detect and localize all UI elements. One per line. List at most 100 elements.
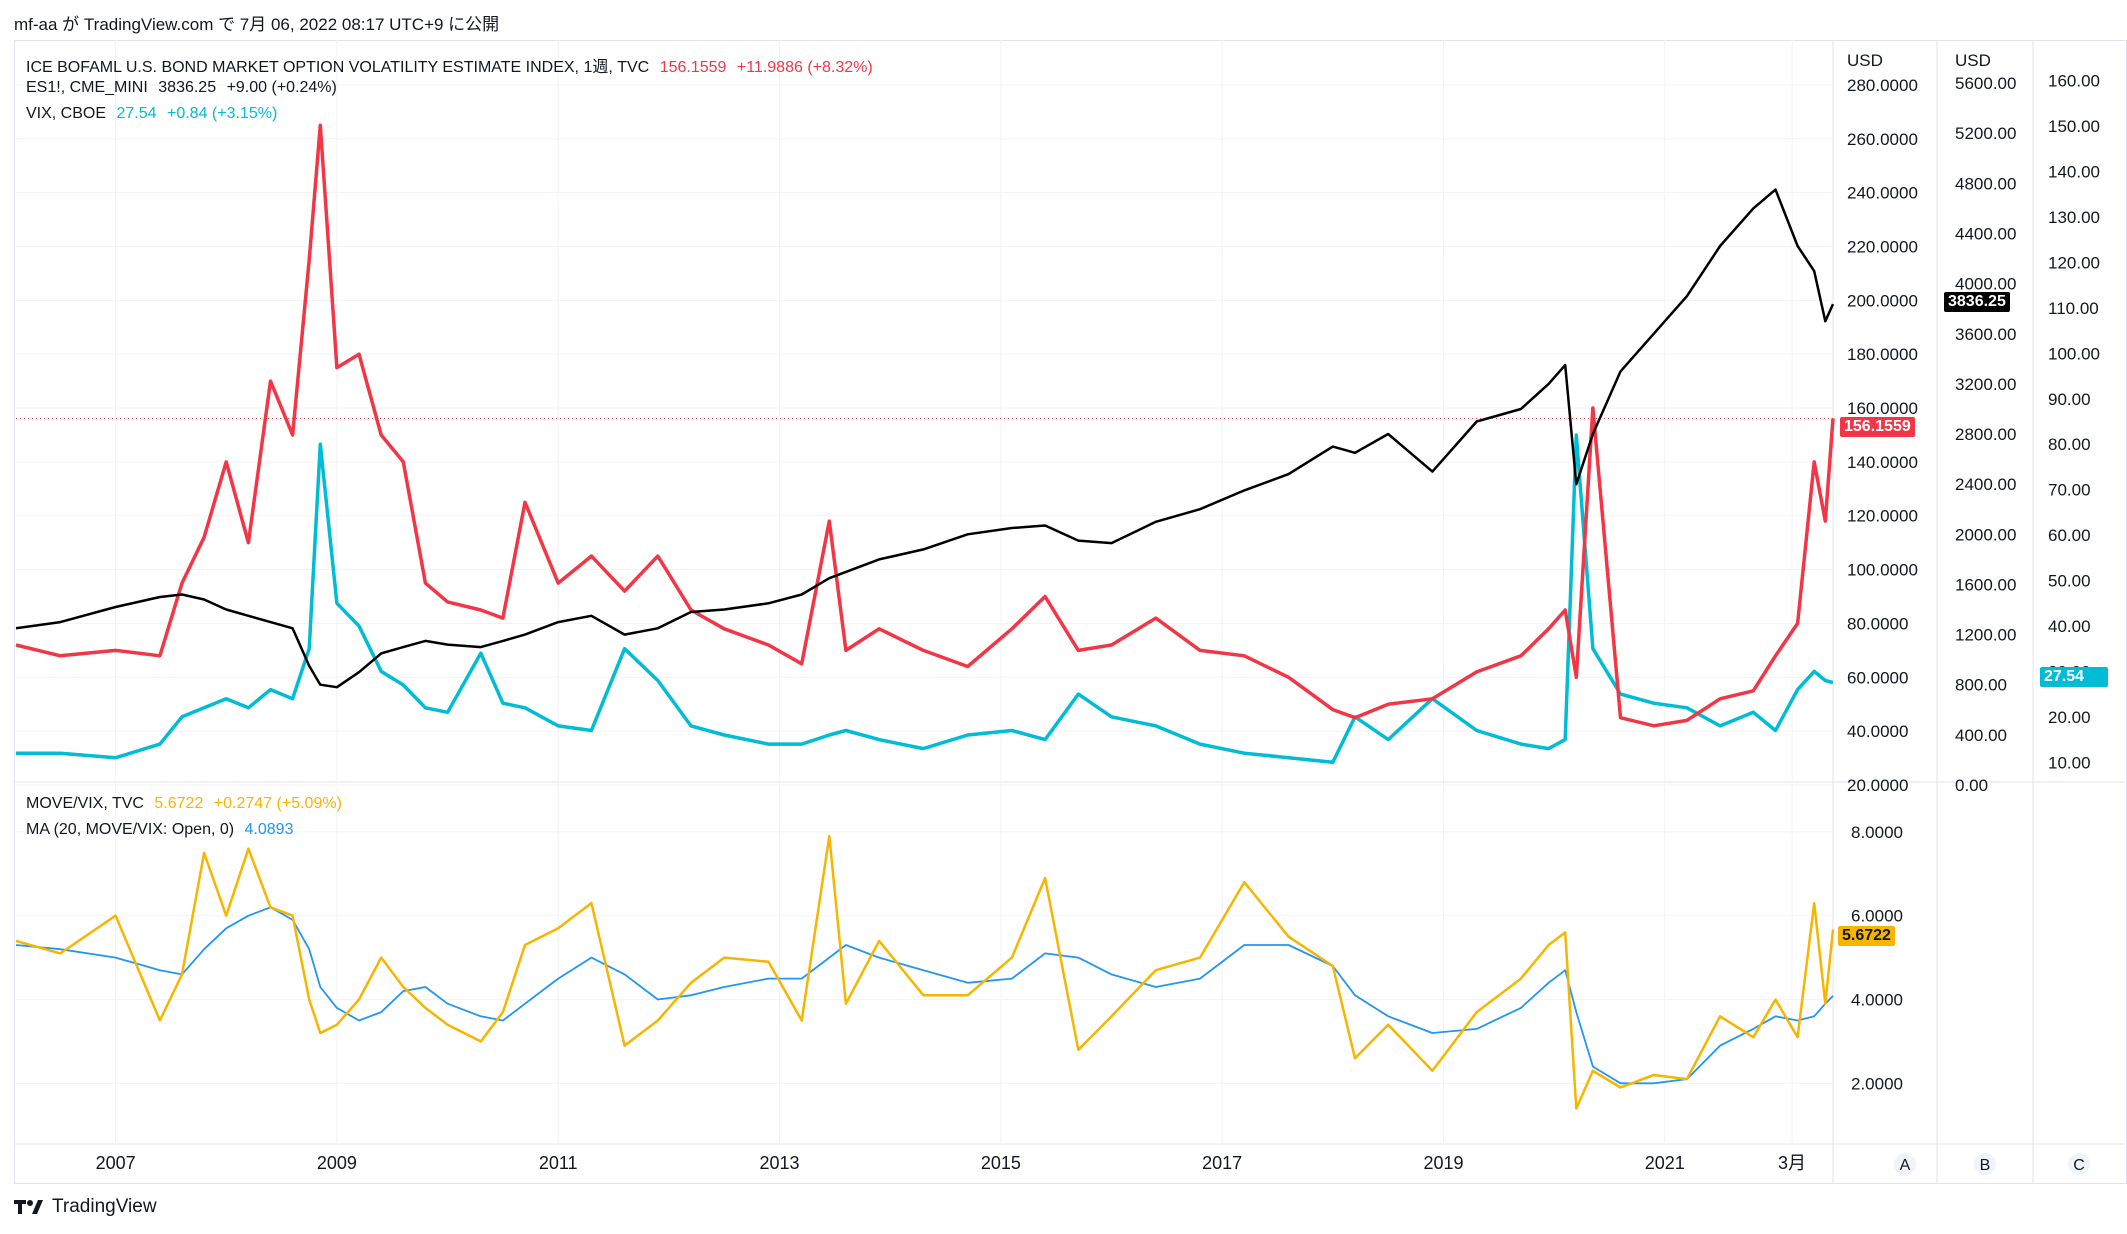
x-tick-label: 2013 [760, 1153, 800, 1173]
axis-a-tick: 220.0000 [1847, 237, 1918, 256]
axis-c-tick: 120.00 [2048, 253, 2100, 272]
move-last-tag: 156.1559 [1840, 417, 1915, 437]
axis-layer: USD 280.0000 260.0000 240.0000 220.0000 200.0… [1847, 51, 2100, 1093]
legend-move-change: +11.9886 (+8.32%) [736, 59, 873, 76]
axis-b-tick: 5200.00 [1955, 124, 2016, 143]
brand-label: TradingView [52, 1196, 157, 1217]
axis-a-tick: 80.0000 [1847, 614, 1908, 633]
x-axis: 2007 2009 2011 2013 2015 2017 2019 2021 3月 A B C [96, 1153, 2090, 1175]
legend-es-value: 3836.25 [158, 79, 217, 96]
axis-b-tick: 2400.00 [1955, 475, 2016, 494]
scale-button-bg [2068, 1153, 2090, 1175]
axis-a-tick: 140.0000 [1847, 453, 1918, 472]
scale-button-a[interactable]: A [1894, 1153, 1916, 1175]
axis-b-currency: USD [1955, 51, 1991, 70]
scale-button-label: B [1980, 1157, 1991, 1174]
legend-ratio-change: +0.2747 (+5.09%) [213, 795, 342, 812]
axis-b-tick: 4800.00 [1955, 174, 2016, 193]
vix-last-tag: 27.54 [2040, 667, 2108, 687]
axis-c-tick: 100.00 [2048, 344, 2100, 363]
legend-ratio-title: MOVE/VIX, TVC [26, 795, 144, 812]
legend-ma-value: 4.0893 [244, 821, 294, 838]
x-tick-label: 3月 [1778, 1153, 1806, 1173]
legend-ma[interactable]: MA (20, MOVE/VIX: Open, 0) 4.0893 [26, 821, 299, 839]
x-tick-label: 2017 [1202, 1153, 1242, 1173]
axis-c-tick: 90.00 [2048, 390, 2091, 409]
axis-a-tick: 100.0000 [1847, 561, 1918, 580]
x-tick-label: 2019 [1423, 1153, 1463, 1173]
legend-vix-title: VIX, CBOE [26, 105, 107, 122]
axis-c-tick: 10.00 [2048, 753, 2091, 772]
legend-ratio[interactable]: MOVE/VIX, TVC 5.6722 +0.2747 (+5.09%) [26, 795, 348, 813]
legend-vix-change: +0.84 (+3.15%) [166, 105, 278, 122]
axis-c-tick: 80.00 [2048, 435, 2091, 454]
legend-vix[interactable]: VIX, CBOE 27.54 +0.84 (+3.15%) [26, 105, 283, 123]
axis-b-tick: 1600.00 [1955, 575, 2016, 594]
axis-c-tick: 110.00 [2048, 299, 2099, 318]
axis-c-tick: 150.00 [2048, 117, 2100, 136]
scale-button-c[interactable]: C [2068, 1153, 2090, 1175]
scale-button-label: C [2073, 1157, 2085, 1174]
ratio-last-tag: 5.6722 [1838, 926, 1895, 946]
legend-es-change: +9.00 (+0.24%) [226, 79, 337, 96]
legend-ma-title: MA (20, MOVE/VIX: Open, 0) [26, 821, 235, 838]
axis-c-tick: 20.00 [2048, 708, 2091, 727]
scale-button-bg [1894, 1153, 1916, 1175]
x-tick-label: 2021 [1645, 1153, 1685, 1173]
axis-b-tick: 3200.00 [1955, 375, 2016, 394]
axis-a-tick: 60.0000 [1847, 668, 1908, 687]
axis-c-tick: 70.00 [2048, 481, 2091, 500]
axis-a-tick: 160.0000 [1847, 399, 1918, 418]
axis-b-tick: 400.00 [1955, 726, 2007, 745]
es-last-tag: 3836.25 [1944, 292, 2010, 312]
axis-a-tick: 260.0000 [1847, 130, 1918, 149]
ma-series-line [15, 906, 1834, 1085]
lower-axis-tick: 6.0000 [1851, 907, 1903, 926]
legend-es-title: ES1!, CME_MINI [26, 79, 148, 96]
axis-c-tick: 160.00 [2048, 72, 2100, 91]
lower-axis-tick: 8.0000 [1851, 823, 1903, 842]
legend-move-value: 156.1559 [659, 59, 727, 76]
axis-b-tick: 1200.00 [1955, 626, 2016, 645]
lower-axis-tick: 4.0000 [1851, 991, 1903, 1010]
axis-c-tick: 40.00 [2048, 617, 2091, 636]
axis-a-tick: 240.0000 [1847, 184, 1918, 203]
legend-ratio-value: 5.6722 [154, 795, 204, 812]
es-series-line [15, 188, 1835, 689]
scale-button-bg [1974, 1153, 1996, 1175]
axis-c-tick: 60.00 [2048, 526, 2091, 545]
legend-move-title: ICE BOFAML U.S. BOND MARKET OPTION VOLAT… [26, 59, 650, 76]
axis-a-currency: USD [1847, 51, 1883, 70]
x-tick-label: 2009 [317, 1153, 357, 1173]
x-tick-label: 2015 [981, 1153, 1021, 1173]
axis-b-tick: 4000.00 [1955, 275, 2016, 294]
axis-a-tick: 120.0000 [1847, 507, 1918, 526]
series-layer [15, 123, 1835, 1110]
x-tick-label: 2007 [96, 1153, 136, 1173]
move-series-line [15, 123, 1835, 728]
ratio-series-line [15, 834, 1835, 1110]
axis-a-tick: 200.0000 [1847, 291, 1918, 310]
axis-a-tick: 180.0000 [1847, 345, 1918, 364]
grid-layer [14, 40, 2125, 1184]
vix-series-line [16, 433, 1834, 765]
publish-line: mf-aa が TradingView.com で 7月 06, 2022 08… [14, 15, 500, 34]
axis-b-tick: 5600.00 [1955, 74, 2016, 93]
scale-button-b[interactable]: B [1974, 1153, 1996, 1175]
tradingview-brand[interactable]: TradingView [14, 1196, 157, 1218]
axis-c-tick: 50.00 [2048, 572, 2091, 591]
axis-b-tick: 0.00 [1955, 776, 1988, 795]
axis-a-tick: 40.0000 [1847, 722, 1908, 741]
axis-b-tick: 800.00 [1955, 676, 2007, 695]
scale-button-label: A [1900, 1157, 1911, 1174]
axis-c-tick: 130.00 [2048, 208, 2100, 227]
x-tick-label: 2011 [539, 1153, 578, 1173]
legend-move[interactable]: ICE BOFAML U.S. BOND MARKET OPTION VOLAT… [26, 53, 879, 77]
axis-b-tick: 2800.00 [1955, 425, 2016, 444]
tradingview-logo-icon [14, 1200, 43, 1214]
axis-b-tick: 2000.00 [1955, 525, 2016, 544]
axis-a-tick: 280.0000 [1847, 76, 1918, 95]
legend-es[interactable]: ES1!, CME_MINI 3836.25 +9.00 (+0.24%) [26, 79, 343, 97]
lower-axis-tick: 2.0000 [1851, 1074, 1903, 1093]
